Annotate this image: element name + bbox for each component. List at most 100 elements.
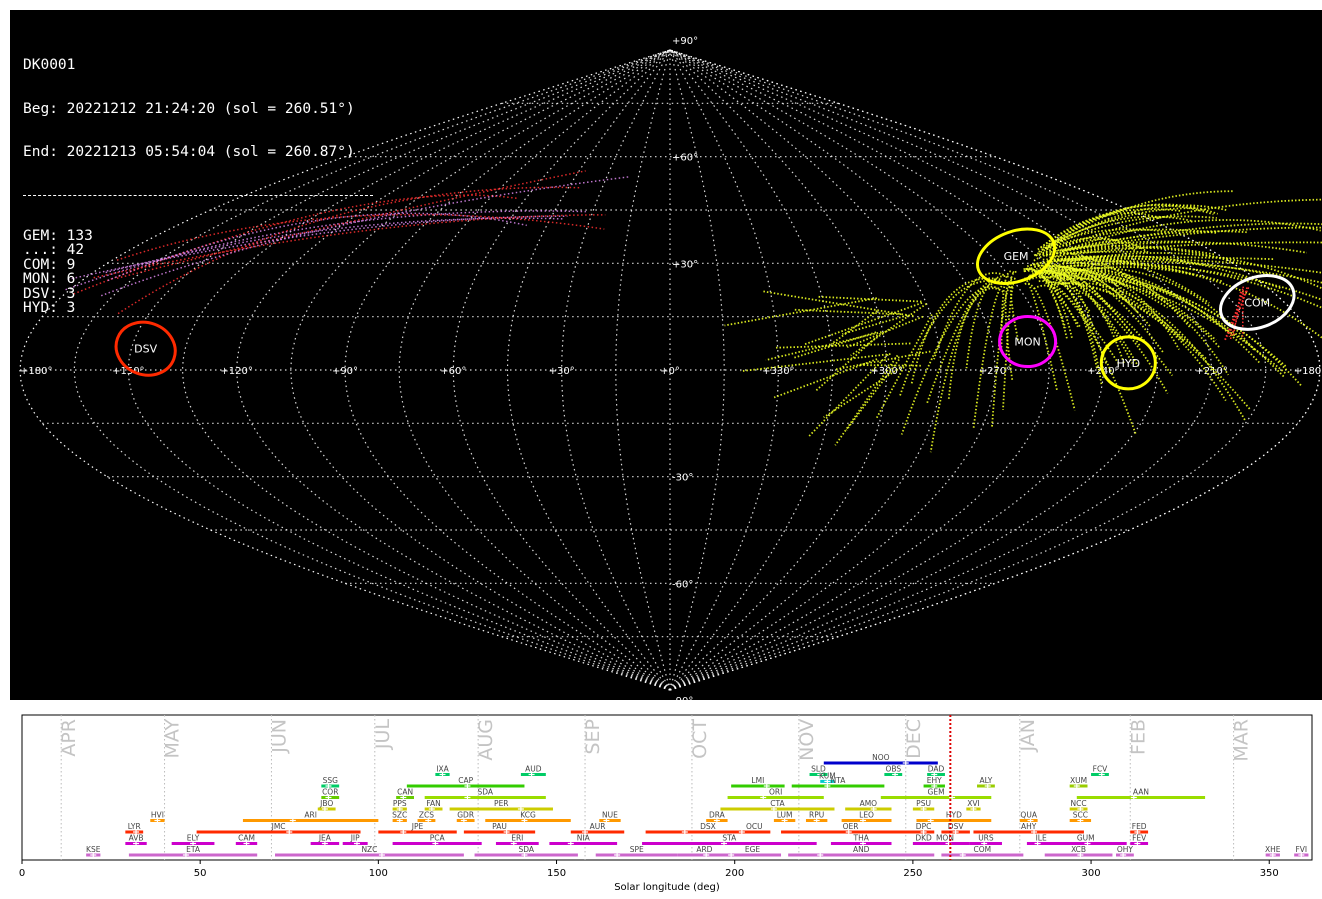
shower-code-label: COR: [322, 788, 338, 797]
shower-peak-marker: [781, 817, 788, 824]
shower-peak-marker: [870, 806, 877, 812]
ra-tick-label: +210°: [1195, 366, 1227, 377]
shower-code-label: KUM: [819, 771, 836, 780]
month-label: JUN: [268, 719, 290, 754]
month-label: MAY: [162, 719, 184, 759]
radiant-ellipse-hyd: [1099, 335, 1157, 391]
gem-meteor-trail: [1033, 284, 1137, 436]
x-tick-label: 250: [903, 868, 922, 879]
gem-meteor-trail: [1027, 264, 1096, 332]
gem-meteor-trail: [1050, 281, 1247, 422]
shower-peak-marker: [154, 817, 161, 824]
gem-meteor-trail: [1045, 215, 1217, 251]
shower-peak-marker: [325, 783, 332, 789]
ra-tick-label: +120°: [220, 366, 252, 377]
shower-code-label: XVI: [967, 799, 979, 808]
ra-tick-label: +180°: [1294, 366, 1322, 377]
shower-code-label: DRA: [709, 811, 726, 820]
shower-code-label: AND: [853, 845, 870, 854]
gem-meteor-trail: [1032, 259, 1129, 303]
gem-meteor-trail: [900, 285, 1000, 435]
shower-peak-marker: [721, 840, 728, 847]
shower-peak-marker: [845, 829, 852, 835]
shower-peak-marker: [1034, 840, 1041, 847]
dsv-meteor-trail: [1223, 292, 1245, 342]
shower-peak-marker: [432, 840, 439, 847]
shower-code-label: ELY: [187, 834, 200, 843]
meteor-trail: [107, 212, 527, 282]
shower-peak-marker: [1073, 783, 1080, 789]
shower-code-label: JMC: [271, 822, 286, 831]
shower-peak-marker: [952, 829, 959, 835]
x-tick-label: 150: [547, 868, 566, 879]
shower-code-label: CAM: [238, 834, 255, 843]
info-panel: DK0001 Beg: 20221212 21:24:20 (sol = 260…: [23, 29, 373, 330]
shower-code-label: XUM: [1070, 776, 1087, 785]
shower-code-label: KCG: [520, 811, 536, 820]
shower-peak-marker: [1130, 794, 1137, 801]
shower-code-label: PSU: [916, 799, 931, 808]
shower-peak-marker: [1298, 852, 1305, 858]
shower-peak-marker: [981, 840, 988, 847]
shower-peak-marker: [1134, 840, 1141, 847]
gem-meteor-trail: [845, 358, 900, 431]
dec-tick-label: -60°: [672, 579, 693, 590]
shower-code-label: THA: [853, 834, 870, 843]
shower-code-label: LUM: [777, 811, 793, 820]
gem-meteor-trail: [830, 310, 878, 345]
gem-meteor-trail: [724, 297, 878, 327]
gem-meteor-trail: [1040, 268, 1180, 351]
shower-count-mon: MON: 6: [23, 271, 76, 287]
gem-meteor-trail: [1051, 282, 1252, 411]
shower-peak-marker: [1077, 806, 1084, 812]
shower-code-label: OER: [843, 822, 859, 831]
shower-peak-marker: [813, 817, 820, 824]
gem-meteor-trail: [1038, 280, 1169, 394]
shower-code-label: SLD: [811, 765, 826, 774]
shower-code-label: RPU: [809, 811, 824, 820]
shower-code-label: STA: [722, 834, 737, 843]
month-label: MAR: [1231, 719, 1253, 762]
shower-peak-marker: [970, 806, 977, 812]
shower-peak-marker: [321, 806, 328, 812]
gem-meteor-trail: [1056, 276, 1287, 375]
shower-code-label: MON: [936, 834, 954, 843]
radiant-markers: COM GEM MON HYD DSV: [114, 227, 1296, 391]
shower-peak-marker: [321, 840, 328, 847]
shower-code-label: ZCS: [419, 811, 434, 820]
gem-meteor-trail: [842, 314, 908, 335]
shower-code-label: DKD: [915, 834, 932, 843]
shower-peak-marker: [959, 852, 966, 858]
shower-count-list: GEM: 133...: 42 COM: 9 MON: 6 DSV: 3 HYD: 3: [23, 227, 373, 316]
gem-meteor-trail: [740, 353, 891, 373]
radiant-label-dsv: DSV: [134, 343, 157, 356]
gem-meteor-trail: [1026, 263, 1092, 313]
shower-peak-marker: [182, 852, 189, 858]
gem-meteor-trail: [1061, 226, 1322, 252]
shower-peak-marker: [378, 852, 385, 858]
shower-code-label: OHY: [1117, 845, 1134, 854]
month-label: JAN: [1017, 719, 1039, 752]
ra-tick-label: +150°: [112, 366, 144, 377]
shower-code-label: EGE: [745, 845, 761, 854]
shower-code-label: AVB: [129, 834, 144, 843]
x-tick-label: 300: [1082, 868, 1101, 879]
shower-code-label: ETA: [186, 845, 201, 854]
dec-tick-label: +90°: [672, 36, 698, 47]
gem-meteor-trail: [1054, 257, 1270, 276]
shower-code-label: PCA: [430, 834, 446, 843]
shower-count-gem: GEM: 133: [23, 227, 93, 244]
shower-peak-marker: [1084, 840, 1091, 847]
dec-tick-label: -90°: [672, 696, 693, 700]
gem-meteor-trail: [1049, 246, 1239, 265]
dsv-meteor-trail: [1241, 286, 1244, 337]
shower-code-label: HVI: [151, 811, 164, 820]
shower-code-label: LMI: [751, 776, 764, 785]
shower-peak-marker: [817, 852, 824, 858]
shower-peak-marker: [464, 794, 471, 801]
shower-peak-marker: [133, 829, 140, 835]
ra-tick-label: +180°: [20, 366, 52, 377]
shower-code-label: CTA: [770, 799, 785, 808]
shower-code-label: DSX: [700, 822, 716, 831]
shower-peak-marker: [90, 852, 97, 858]
